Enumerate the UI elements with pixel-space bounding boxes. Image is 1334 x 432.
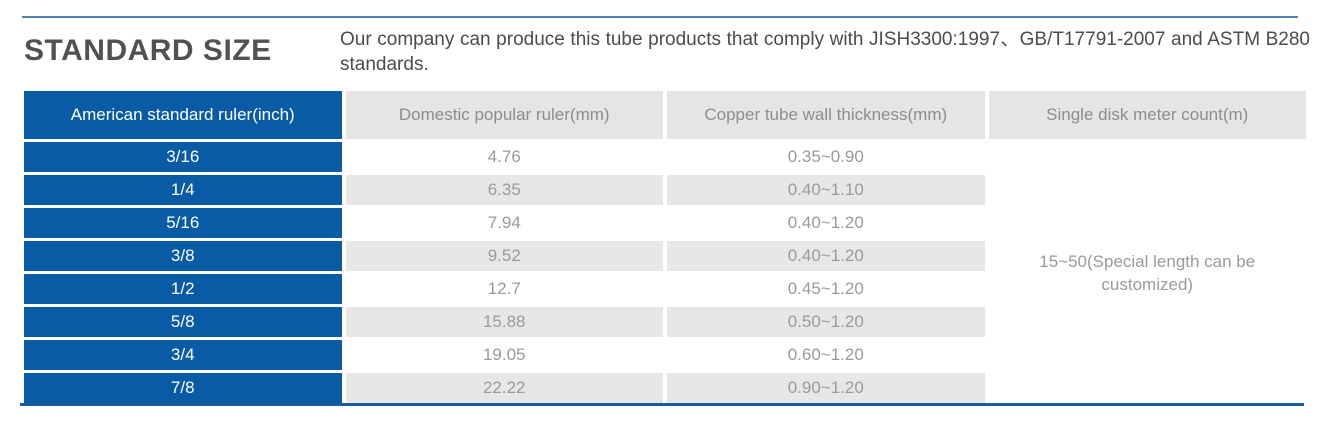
mm-cell: 15.88: [345, 307, 663, 337]
header-copper-tube-wall-thickness: Copper tube wall thickness(mm): [667, 91, 985, 139]
inch-cell: 3/8: [24, 241, 342, 271]
standard-size-table: American standard ruler(inch) Domestic p…: [20, 88, 1310, 406]
table-header-row: American standard ruler(inch) Domestic p…: [24, 91, 1306, 139]
table-row: 3/16 4.76 0.35~0.90 15~50(Special length…: [24, 142, 1306, 403]
thickness-cell: 0.40~1.20: [667, 208, 985, 238]
thickness-cell: 0.90~1.20: [667, 373, 985, 403]
thickness-cell: 0.40~1.20: [667, 241, 985, 271]
mm-cell: 6.35: [345, 175, 663, 205]
mm-cell: 9.52: [345, 241, 663, 271]
page: STANDARD SIZE Our company can produce th…: [0, 16, 1334, 432]
inch-cell: 3/16: [24, 142, 342, 172]
inch-cell: 1/2: [24, 274, 342, 304]
table-row: 5/16 7.94 0.40~1.20: [24, 208, 1306, 238]
thickness-cell: 0.40~1.10: [667, 175, 985, 205]
mm-cell: 4.76: [345, 142, 663, 172]
thickness-cell: 0.60~1.20: [667, 340, 985, 370]
table-row: 3/4 19.05 0.60~1.20: [24, 340, 1306, 370]
bottom-divider-line: [20, 403, 1304, 406]
meter-count-merged-cell: 15~50(Special length can be customized): [988, 142, 1306, 403]
inch-cell: 1/4: [24, 175, 342, 205]
table-row: 5/8 15.88 0.50~1.20: [24, 307, 1306, 337]
mm-cell: 7.94: [345, 208, 663, 238]
mm-cell: 12.7: [345, 274, 663, 304]
inch-cell: 5/16: [24, 208, 342, 238]
table-row: 7/8 22.22 0.90~1.20: [24, 373, 1306, 403]
table-row: 1/4 6.35 0.40~1.10: [24, 175, 1306, 205]
mm-cell: 19.05: [345, 340, 663, 370]
mm-cell: 22.22: [345, 373, 663, 403]
section-description: Our company can produce this tube produc…: [340, 29, 1310, 75]
inch-cell: 3/4: [24, 340, 342, 370]
table-row: 3/8 9.52 0.40~1.20: [24, 241, 1306, 271]
table-row: 1/2 12.7 0.45~1.20: [24, 274, 1306, 304]
thickness-cell: 0.45~1.20: [667, 274, 985, 304]
top-divider-line: [22, 16, 1298, 18]
header-domestic-popular-ruler: Domestic popular ruler(mm): [345, 91, 663, 139]
intro-section: STANDARD SIZE Our company can produce th…: [24, 27, 1310, 77]
header-american-standard-ruler: American standard ruler(inch): [24, 91, 342, 139]
section-title: STANDARD SIZE: [24, 34, 272, 67]
thickness-cell: 0.50~1.20: [667, 307, 985, 337]
inch-cell: 5/8: [24, 307, 342, 337]
inch-cell: 7/8: [24, 373, 342, 403]
header-single-disk-meter-count: Single disk meter count(m): [988, 91, 1306, 139]
thickness-cell: 0.35~0.90: [667, 142, 985, 172]
